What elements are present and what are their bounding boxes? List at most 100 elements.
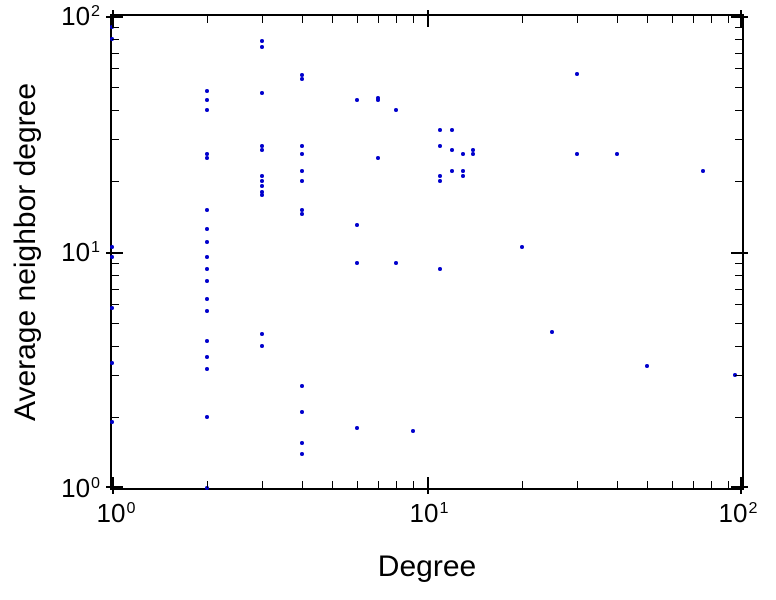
axis-tick: [412, 481, 414, 488]
axis-tick: [112, 26, 119, 28]
data-point: [471, 152, 476, 157]
data-point: [204, 266, 209, 271]
axis-tick: [378, 481, 380, 488]
data-point: [438, 144, 443, 149]
data-point: [438, 173, 443, 178]
axis-tick: [106, 16, 123, 18]
data-point: [299, 409, 304, 414]
axis-tick: [693, 16, 695, 23]
data-point: [645, 363, 650, 368]
data-point: [449, 148, 454, 153]
axis-tick: [711, 16, 713, 23]
axis-tick: [616, 16, 618, 23]
data-point: [110, 305, 114, 310]
axis-tick: [735, 416, 742, 418]
data-point: [575, 152, 580, 157]
data-point: [376, 98, 381, 103]
axis-tick: [301, 481, 303, 488]
axis-tick: [577, 16, 579, 23]
axis-tick: [112, 375, 119, 377]
y-tick-base: 10: [61, 237, 91, 267]
axis-tick: [106, 486, 123, 488]
data-point: [460, 169, 465, 174]
data-point: [204, 227, 209, 232]
data-point: [204, 279, 209, 284]
axis-tick: [727, 16, 729, 23]
data-point: [204, 89, 209, 94]
data-point: [299, 73, 304, 78]
axis-tick: [735, 323, 742, 325]
axis-tick: [521, 481, 523, 488]
axis-tick: [357, 16, 359, 23]
axis-tick: [735, 68, 742, 70]
axis-tick: [735, 288, 742, 290]
data-point: [204, 486, 209, 490]
axis-tick: [735, 375, 742, 377]
data-point: [438, 178, 443, 183]
axis-tick: [735, 109, 742, 111]
data-point: [204, 354, 209, 359]
plot-area: [106, 10, 748, 494]
data-point: [260, 39, 265, 44]
axis-tick: [112, 87, 119, 89]
axis-tick: [112, 52, 119, 54]
axis-tick: [735, 52, 742, 54]
axis-tick: [357, 481, 359, 488]
data-point: [260, 184, 265, 189]
axis-tick: [735, 345, 742, 347]
data-point: [204, 98, 209, 103]
data-point: [519, 244, 524, 249]
data-point: [438, 266, 443, 271]
data-point: [614, 152, 619, 157]
axis-tick: [735, 26, 742, 28]
axis-tick: [735, 180, 742, 182]
y-tick-exp: 2: [91, 2, 100, 21]
axis-tick: [112, 274, 119, 276]
axis-tick: [396, 16, 398, 23]
axis-tick: [301, 16, 303, 23]
data-point: [260, 91, 265, 96]
data-point: [110, 360, 114, 365]
data-point: [260, 173, 265, 178]
axis-tick: [378, 16, 380, 23]
x-tick-base: 10: [409, 498, 439, 528]
data-point: [260, 178, 265, 183]
data-point: [110, 420, 114, 425]
data-point: [299, 77, 304, 82]
axis-tick: [740, 477, 742, 494]
data-point: [471, 148, 476, 153]
axis-tick: [731, 16, 748, 18]
y-axis-label: Average neighbor degree: [9, 82, 42, 422]
axis-tick: [521, 16, 523, 23]
axis-tick: [206, 16, 208, 23]
data-point: [260, 331, 265, 336]
x-tick-exp: 1: [439, 499, 449, 518]
axis-tick: [735, 262, 742, 264]
data-point: [355, 425, 360, 430]
axis-tick: [735, 304, 742, 306]
data-point: [394, 107, 399, 112]
axis-tick: [112, 68, 119, 70]
data-point: [410, 428, 415, 433]
x-tick-exp: 2: [748, 499, 758, 518]
data-point: [204, 152, 209, 157]
data-point: [376, 95, 381, 100]
data-point: [299, 384, 304, 389]
axis-tick: [112, 345, 119, 347]
data-point: [299, 211, 304, 216]
axis-tick: [112, 38, 119, 40]
data-point: [204, 255, 209, 260]
axis-tick: [112, 262, 119, 264]
data-point: [260, 343, 265, 348]
data-point: [460, 173, 465, 178]
data-point: [355, 98, 360, 103]
axis-tick: [672, 481, 674, 488]
data-point: [260, 189, 265, 194]
data-point: [700, 169, 705, 174]
axis-tick: [206, 481, 208, 488]
axis-tick: [112, 304, 119, 306]
data-point: [449, 127, 454, 132]
axis-tick: [106, 252, 123, 254]
axis-tick: [731, 252, 748, 254]
